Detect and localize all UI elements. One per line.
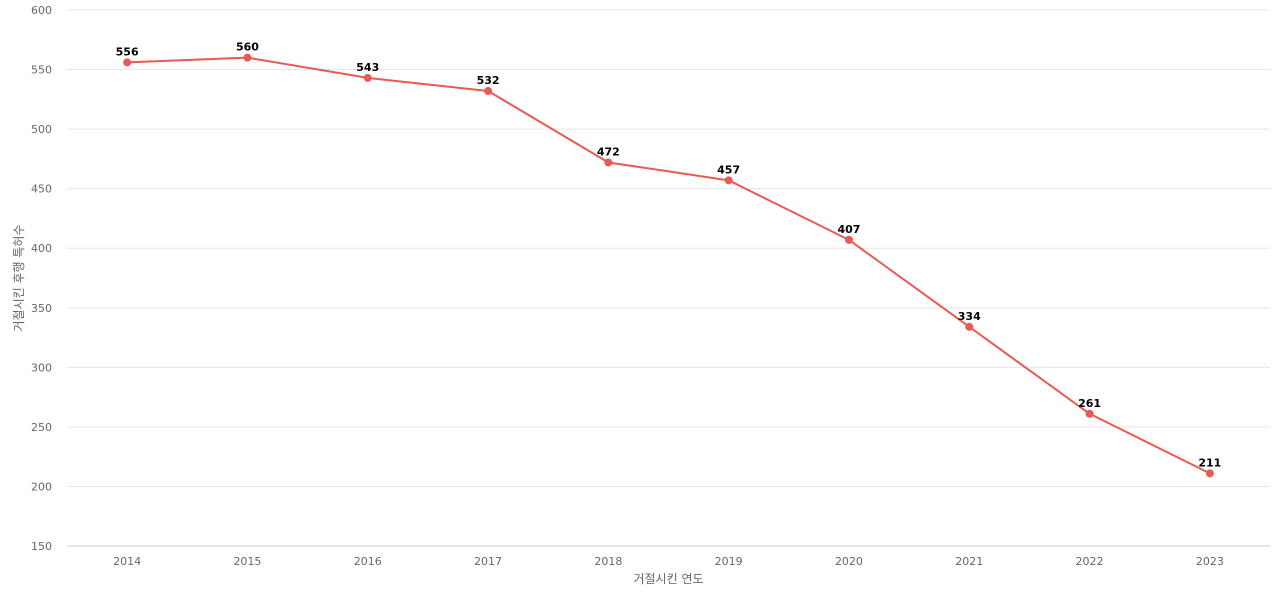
data-point[interactable] — [844, 235, 853, 244]
data-point[interactable] — [965, 322, 974, 331]
data-point[interactable] — [604, 158, 613, 167]
y-tick-label: 350 — [31, 302, 52, 315]
x-tick-label: 2016 — [354, 555, 382, 568]
x-tick-label: 2019 — [715, 555, 743, 568]
y-tick-label: 500 — [31, 123, 52, 136]
data-point[interactable] — [243, 53, 252, 62]
series — [123, 53, 1214, 478]
y-tick-label: 400 — [31, 242, 52, 255]
data-labels: 556 560 543 532 472 457 407 334 261 211 — [116, 41, 1222, 470]
data-label: 472 — [597, 145, 620, 158]
y-tick-label: 200 — [31, 480, 52, 493]
x-tick-label: 2022 — [1076, 555, 1104, 568]
data-point[interactable] — [724, 176, 733, 185]
x-axis: 2014 2015 2016 2017 2018 2019 2020 2021 2022 2023 — [67, 545, 1270, 568]
y-tick-label: 600 — [31, 4, 52, 17]
y-axis-title: 거절시킨 후행 특허수 — [11, 225, 26, 332]
y-axis: 150 200 250 300 350 400 450 500 550 600 — [31, 4, 52, 553]
x-tick-label: 2015 — [233, 555, 261, 568]
data-label: 556 — [116, 45, 139, 58]
series-line — [127, 56, 1211, 475]
x-tick-label: 2017 — [474, 555, 502, 568]
x-tick-label: 2018 — [594, 555, 622, 568]
data-label: 334 — [958, 310, 981, 323]
data-label: 560 — [236, 41, 259, 54]
y-tick-label: 250 — [31, 421, 52, 434]
data-label: 543 — [356, 61, 379, 74]
data-point[interactable] — [484, 86, 493, 95]
x-tick-label: 2023 — [1196, 555, 1224, 568]
data-point[interactable] — [363, 73, 372, 82]
y-tick-label: 450 — [31, 183, 52, 196]
data-label: 261 — [1078, 397, 1101, 410]
data-point[interactable] — [123, 58, 132, 67]
data-point[interactable] — [1085, 409, 1094, 418]
x-tick-label: 2020 — [835, 555, 863, 568]
y-tick-label: 150 — [31, 540, 52, 553]
data-label: 532 — [477, 74, 500, 87]
data-point[interactable] — [1205, 469, 1214, 478]
grid — [67, 9, 1270, 487]
y-tick-label: 300 — [31, 361, 52, 374]
x-tick-label: 2021 — [955, 555, 983, 568]
data-label: 211 — [1198, 456, 1221, 469]
x-tick-label: 2014 — [113, 555, 141, 568]
y-tick-label: 550 — [31, 64, 52, 77]
x-axis-title: 거절시킨 연도 — [633, 572, 703, 586]
data-label: 407 — [837, 223, 860, 236]
data-label: 457 — [717, 163, 740, 176]
